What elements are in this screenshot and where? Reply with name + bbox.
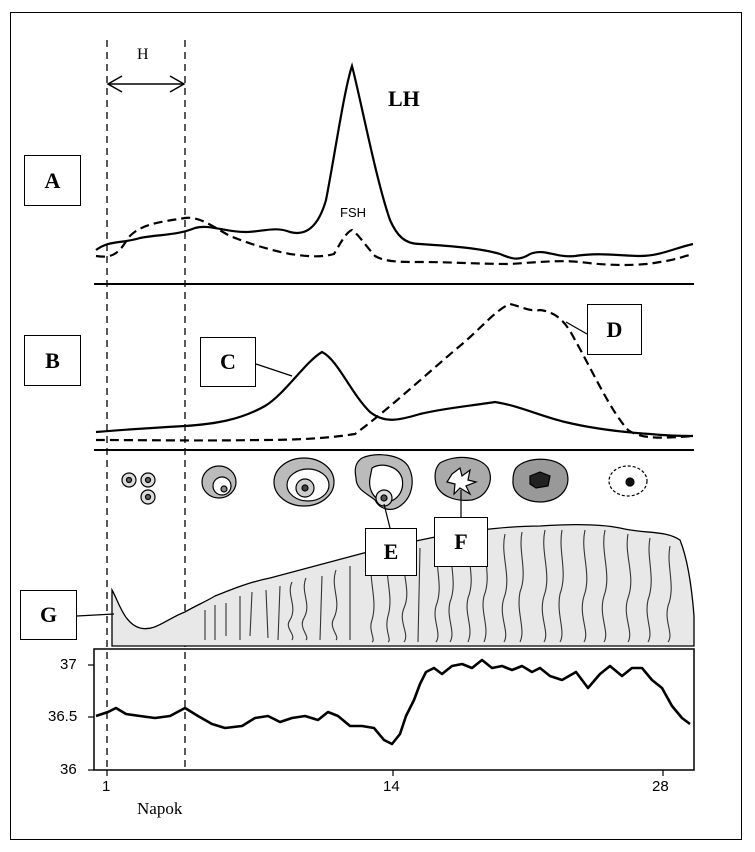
fsh-label: FSH: [340, 205, 366, 220]
follicle-icons: [121, 454, 648, 510]
h-arrow-right-head: [169, 75, 186, 93]
corpus-luteum-early: [434, 456, 491, 501]
temperature-plot-frame: [93, 648, 695, 771]
box-e: E: [365, 528, 417, 576]
temp-tick-36-5: 36.5: [48, 708, 78, 725]
box-c: C: [200, 337, 256, 387]
secondary-follicle: [273, 457, 335, 507]
lh-label: LH: [388, 86, 420, 111]
box-f: F: [434, 517, 488, 567]
box-b: B: [24, 335, 81, 386]
box-d: D: [587, 304, 642, 355]
day-tick-28: 28: [652, 778, 669, 795]
h-arrow-left-head: [106, 75, 123, 93]
h-label: H: [137, 46, 149, 63]
c-curve: [95, 350, 694, 438]
box-g: G: [20, 590, 77, 640]
fsh-curve: [95, 216, 694, 267]
diagram-frame: [10, 12, 742, 840]
temp-tick-36: 36: [60, 761, 77, 778]
temperature-curve: [95, 658, 691, 746]
corpus-albicans: [608, 465, 648, 497]
temp-tick-37: 37: [60, 656, 77, 673]
primary-follicle: [201, 465, 237, 499]
mature-follicle: [354, 454, 413, 510]
endometrial-glands: [204, 529, 672, 643]
lh-curve: [95, 62, 694, 260]
day-axis-label: Napok: [137, 799, 183, 818]
day-tick-1: 1: [102, 778, 111, 795]
day-tick-14: 14: [383, 778, 400, 795]
primordial-follicles: [121, 472, 156, 505]
corpus-luteum-late: [512, 458, 569, 503]
box-a: A: [24, 155, 81, 206]
